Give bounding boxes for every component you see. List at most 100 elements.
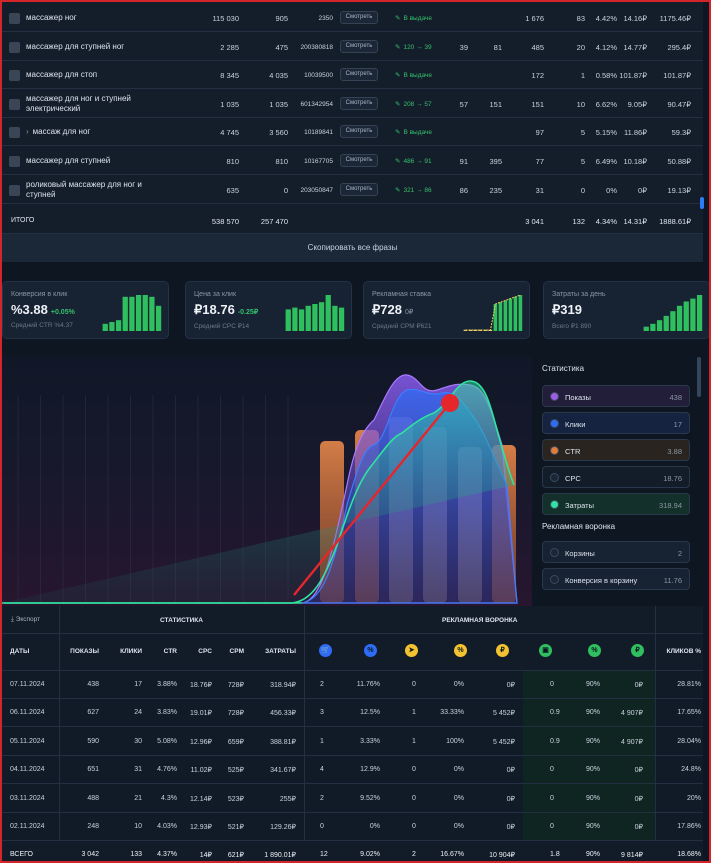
kpi-sparkline [463,294,523,331]
cell-clicks: 905 [275,14,288,23]
row-checkbox[interactable] [9,70,20,82]
cell: 728₽ [227,710,244,718]
cell: 0 [412,766,416,774]
cell: 4 [320,766,324,774]
cell: 31 [134,766,142,774]
row-checkbox[interactable] [9,41,20,53]
legend-item[interactable]: Корзины 2 [542,541,690,563]
pin-icon: ✎ [395,72,401,80]
kpi-subtext: Средний CPM ₽621 [372,323,432,330]
cell-s3: 31 [535,185,544,195]
cell-s4: 5 [580,128,585,138]
row-checkbox[interactable] [9,98,20,110]
cell: 0 [550,766,554,774]
row-checkbox[interactable] [9,13,20,24]
view-button[interactable]: Смотреть [340,182,378,196]
kpi-suffix: 0₽ [404,309,414,316]
cell: 90% [585,823,600,830]
keyword-text: массажер для ступней ног [26,41,125,51]
legend-name: Клики [565,420,586,429]
cell: 5 452₽ [493,710,515,718]
cell: 11.76% [356,681,380,688]
keyword-phrase: роликовый массажер для ног и ступней [26,180,156,200]
legend-funnel-title: Рекламная воронка [542,522,616,531]
legend-item[interactable]: Затраты 318.94 [542,493,690,515]
cell: 18.76₽ [190,682,212,689]
status-text: В выдаче [403,72,432,80]
cell-cost: 1175.46₽ [659,14,691,23]
cell: 0 [320,823,324,830]
spark-bar [102,323,108,331]
cell: 0₽ [634,824,643,831]
kpi-sparkline [643,295,703,331]
legend-item[interactable]: CPC 18.76 [542,466,690,488]
row-checkbox[interactable] [9,156,20,167]
legend-name: Конверсия в корзину [565,576,638,585]
export-label: Экспорт [15,616,41,623]
view-button[interactable]: Смотреть [340,39,378,53]
cell: 04.11.2024 [10,766,45,774]
legend-item[interactable]: Клики 17 [542,412,690,434]
chevron-right-icon[interactable]: › [26,127,29,137]
cell: 12.5% [360,709,380,717]
spark-bar [312,304,318,331]
spark-bar [129,296,135,331]
table-row: массажер для ступней 810 810 10167705 91 395 7… [2,147,703,175]
kpi-value: ₽319 [552,302,582,318]
legend-name: Корзины [565,549,595,558]
cell-cpc: 11.86₽ [624,128,647,138]
cell: 0₽ [634,767,643,775]
cell: 621₽ [227,852,244,860]
spark-bar [676,305,683,331]
spark-bar [513,296,518,331]
cell: 523₽ [227,795,244,803]
cell: 3 042 [81,851,99,859]
legend-name: Затраты [565,501,594,510]
view-button[interactable]: Смотреть [340,68,378,82]
keyword-phrase: › массаж для ног [26,127,156,137]
position-status: ✎ В выдаче [395,71,432,79]
cell-id: 601342954 [300,100,333,108]
cell: 255₽ [279,795,296,803]
view-button[interactable]: Смотреть [340,154,378,167]
cell-ctr: 0.58% [595,71,617,81]
percent-icon: % [454,644,467,657]
position-status: ✎ В выдаче [395,14,432,22]
status-text: 120 → 39 [403,43,432,51]
kpi-value-text: ₽18.76 [194,302,235,317]
cell: 0₽ [506,767,515,775]
legend-item[interactable]: Конверсия в корзину 11.76 [542,568,690,590]
cell: 4 907₽ [621,710,643,718]
kpi-delta: +0.05% [50,309,75,316]
keyword-text: роликовый массажер для ног и ступней [26,179,142,199]
view-button[interactable]: Смотреть [340,11,378,24]
cell: 12.14₽ [190,795,212,803]
spark-bar [318,302,325,331]
kpi-title: Цена за клик [194,291,237,298]
legend-item[interactable]: Показы 438 [542,385,690,407]
cell: 17.65% [677,709,701,717]
total-cpc: 14.31₽ [623,217,647,226]
kpi-card: Рекламная ставка ₽728 0₽ Средний CPM ₽621 [363,281,530,339]
legend-item[interactable]: CTR 3.88 [542,439,690,461]
legend-scrollbar[interactable] [697,357,701,397]
column-header: CTR [163,648,177,655]
view-button[interactable]: Смотреть [340,96,378,110]
copy-phrases-button[interactable]: Скопировать все фразы [2,234,703,262]
row-checkbox[interactable] [9,184,20,196]
cell: 17.86% [677,823,701,830]
cell-cost: 50.88₽ [667,157,691,166]
cell-cost: 59.3₽ [671,128,691,138]
legend-value: 438 [669,393,682,402]
view-button[interactable]: Смотреть [340,125,378,139]
table-scrollbar[interactable] [700,197,704,209]
total-ctr: 4.34% [595,217,617,226]
position-status: ✎ В выдаче [395,128,432,136]
cell-id: 10189841 [304,129,333,137]
spark-bar [508,298,513,331]
position-status: ✎ 208 → 57 [395,100,432,108]
cell: 1.8 [550,851,560,859]
export-button[interactable]: ⤓ Экспорт [11,616,41,623]
cell: 0₽ [506,682,515,689]
row-checkbox[interactable] [9,127,20,139]
